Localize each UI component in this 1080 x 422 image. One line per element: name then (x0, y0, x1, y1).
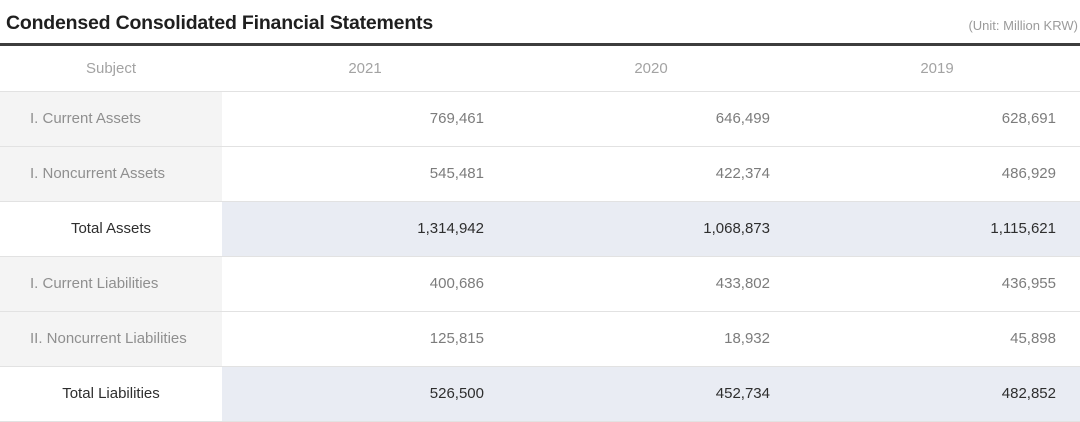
table-row-total: Total Liabilities 526,500 452,734 482,85… (0, 366, 1080, 422)
value-cell: 400,686 (222, 256, 508, 312)
value-cell: 769,461 (222, 91, 508, 147)
value-cell: 482,852 (794, 366, 1080, 422)
title-bar: Condensed Consolidated Financial Stateme… (0, 0, 1080, 46)
value-cell: 1,314,942 (222, 201, 508, 257)
subject-cell: I. Noncurrent Assets (0, 146, 222, 202)
subject-cell: Total Assets (0, 201, 222, 257)
value-cell: 486,929 (794, 146, 1080, 202)
value-cell: 646,499 (508, 91, 794, 147)
table-row: I. Current Assets 769,461 646,499 628,69… (0, 91, 1080, 147)
table-row: I. Noncurrent Assets 545,481 422,374 486… (0, 146, 1080, 202)
value-cell: 422,374 (508, 146, 794, 202)
unit-note: (Unit: Million KRW) (968, 18, 1078, 33)
value-cell: 433,802 (508, 256, 794, 312)
subject-cell: II. Noncurrent Liabilities (0, 311, 222, 367)
column-header-2020: 2020 (508, 46, 794, 92)
value-cell: 1,115,621 (794, 201, 1080, 257)
subject-cell: I. Current Assets (0, 91, 222, 147)
column-header-subject: Subject (0, 46, 222, 92)
value-cell: 1,068,873 (508, 201, 794, 257)
table-row-total: Total Assets 1,314,942 1,068,873 1,115,6… (0, 201, 1080, 257)
value-cell: 18,932 (508, 311, 794, 367)
value-cell: 125,815 (222, 311, 508, 367)
table-row: I. Current Liabilities 400,686 433,802 4… (0, 256, 1080, 312)
page-title: Condensed Consolidated Financial Stateme… (6, 11, 433, 34)
value-cell: 45,898 (794, 311, 1080, 367)
column-header-2019: 2019 (794, 46, 1080, 92)
subject-cell: I. Current Liabilities (0, 256, 222, 312)
value-cell: 545,481 (222, 146, 508, 202)
table-header-row: Subject 2021 2020 2019 (0, 46, 1080, 92)
subject-cell: Total Liabilities (0, 366, 222, 422)
table-row: II. Noncurrent Liabilities 125,815 18,93… (0, 311, 1080, 367)
value-cell: 436,955 (794, 256, 1080, 312)
financial-statements-table: Subject 2021 2020 2019 I. Current Assets… (0, 46, 1080, 422)
value-cell: 526,500 (222, 366, 508, 422)
value-cell: 628,691 (794, 91, 1080, 147)
value-cell: 452,734 (508, 366, 794, 422)
column-header-2021: 2021 (222, 46, 508, 92)
